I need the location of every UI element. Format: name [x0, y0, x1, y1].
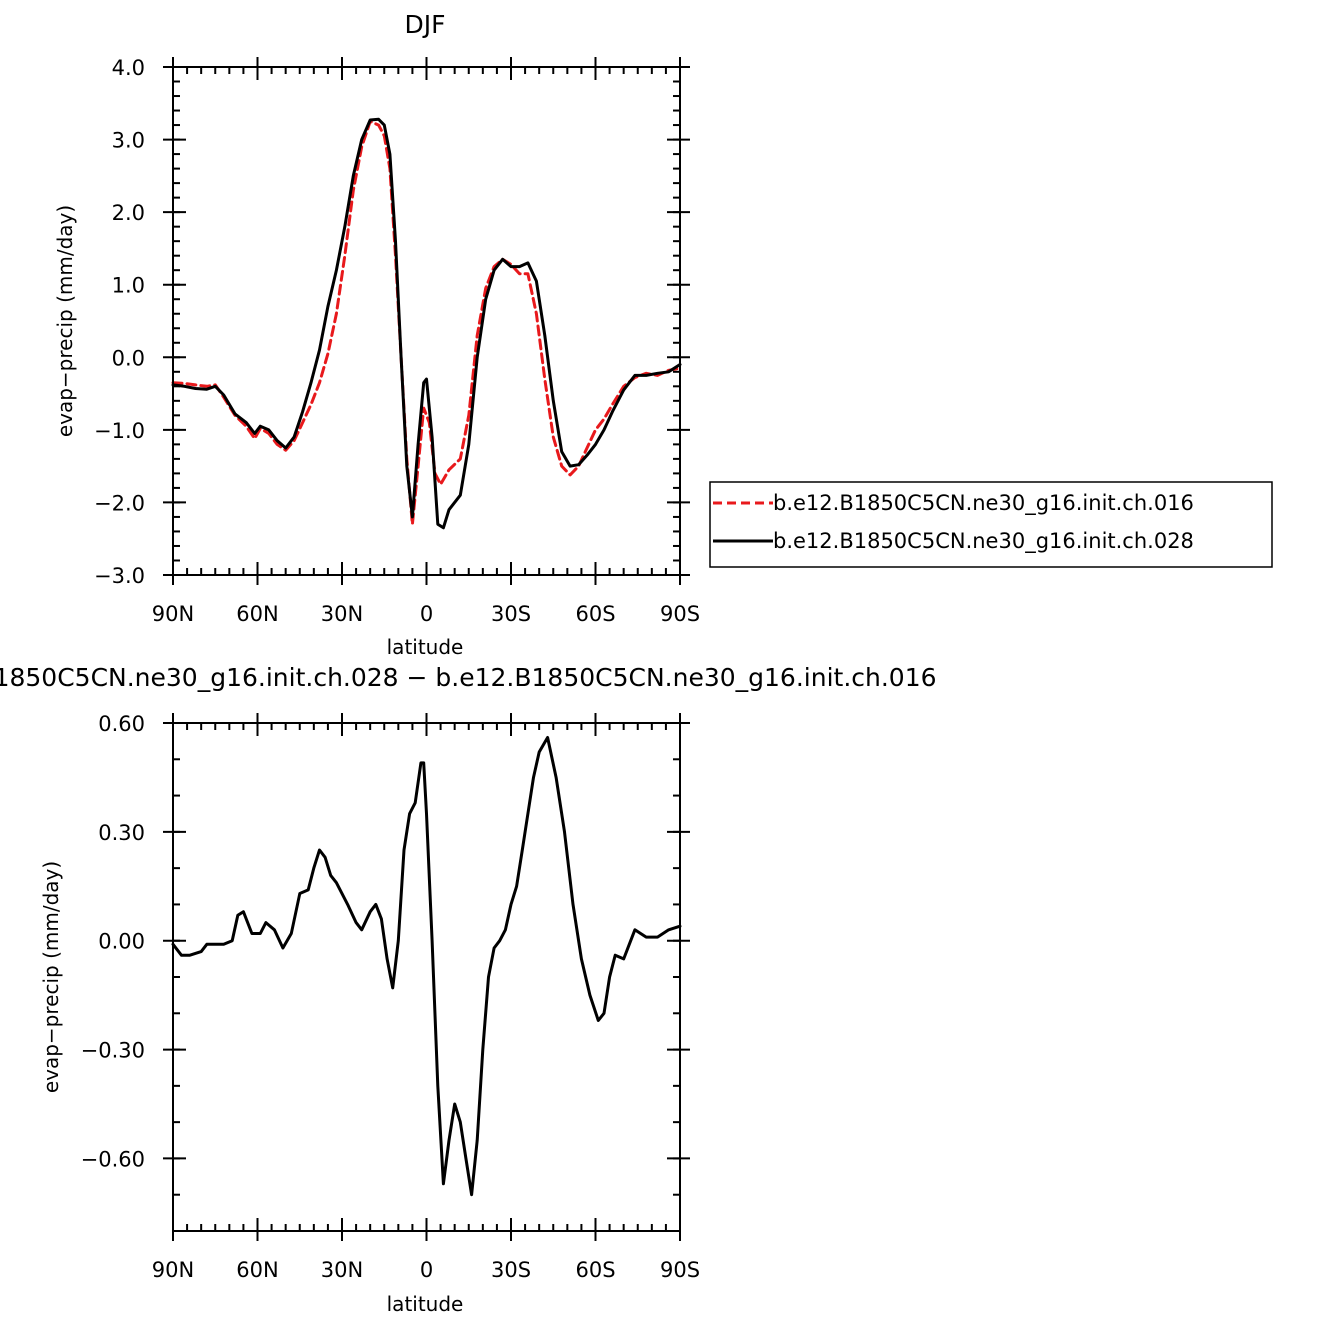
y-tick-label: 1.0 [112, 274, 145, 298]
chart-title-bottom: b.e12.B1850C5CN.ne30_g16.init.ch.028 − b… [0, 663, 937, 692]
chart-panel-bottom: b.e12.B1850C5CN.ne30_g16.init.ch.028 − b… [0, 663, 937, 1316]
series-line-top-2 [171, 117, 682, 530]
y-axis-label-top: evap−precip (mm/day) [53, 205, 77, 437]
y-tick-label: 0.00 [98, 930, 145, 954]
series-line-bottom-1 [171, 736, 682, 1197]
x-axis-label-bottom: latitude [387, 1292, 464, 1316]
series-group-bottom [171, 736, 682, 1197]
y-tick-label: −3.0 [94, 564, 145, 588]
x-axis-label-top: latitude [387, 635, 464, 659]
series-group-top [171, 117, 682, 530]
y-tick-label: 4.0 [112, 56, 145, 80]
x-tick-label: 0 [420, 602, 433, 626]
x-tick-label: 60S [575, 1258, 615, 1282]
legend-box [709, 481, 1273, 568]
x-tick-label: 60S [575, 602, 615, 626]
x-tick-label: 60N [236, 1258, 278, 1282]
series-line-top-1 [171, 119, 682, 526]
y-tick-labels-bottom: 0.60 0.30 0.00 −0.30 −0.60 [81, 712, 145, 1171]
x-tick-label: 90N [152, 1258, 194, 1282]
plot-frame-top [172, 66, 681, 576]
x-tick-label: 90S [660, 1258, 700, 1282]
x-tick-labels-top: 90N 60N 30N 0 30S 60S 90S [152, 602, 700, 626]
y-tick-label: 0.0 [112, 346, 145, 370]
x-tick-label: 30N [321, 602, 363, 626]
y-tick-label: 0.30 [98, 821, 145, 845]
ticks-group-bottom [163, 713, 690, 1241]
y-tick-label: −1.0 [94, 419, 145, 443]
y-tick-labels-top: 4.0 3.0 2.0 1.0 0.0 −1.0 −2.0 −3.0 [94, 56, 145, 588]
y-tick-label: −0.60 [81, 1147, 145, 1171]
y-tick-label: −2.0 [94, 491, 145, 515]
x-tick-label: 30S [491, 1258, 531, 1282]
y-tick-label: −0.30 [81, 1039, 145, 1063]
y-tick-label: 3.0 [112, 129, 145, 153]
y-axis-label-bottom: evap−precip (mm/day) [39, 861, 63, 1093]
ticks-group-top [163, 57, 690, 585]
legend-label-016: b.e12.B1850C5CN.ne30_g16.init.ch.016 [773, 491, 1194, 516]
legend-label-028: b.e12.B1850C5CN.ne30_g16.init.ch.028 [773, 529, 1194, 554]
x-tick-label: 0 [420, 1258, 433, 1282]
x-tick-label: 30S [491, 602, 531, 626]
x-tick-label: 90S [660, 602, 700, 626]
x-tick-label: 60N [236, 602, 278, 626]
y-tick-label: 0.60 [98, 712, 145, 736]
x-tick-labels-bottom: 90N 60N 30N 0 30S 60S 90S [152, 1258, 700, 1282]
y-tick-label: 2.0 [112, 201, 145, 225]
x-tick-label: 90N [152, 602, 194, 626]
legend: b.e12.B1850C5CN.ne30_g16.init.ch.016 b.e… [709, 481, 1273, 568]
chart-panel-top: DJF 4.0 3.0 2.0 1.0 0.0 −1.0 −2.0 −3.0 90N 60N 30… [53, 10, 700, 659]
chart-title-top: DJF [404, 10, 445, 39]
x-tick-label: 30N [321, 1258, 363, 1282]
